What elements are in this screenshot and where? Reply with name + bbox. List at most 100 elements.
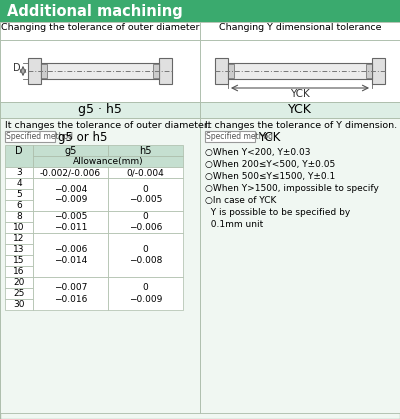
- Bar: [0, 118, 200, 413]
- Bar: [5, 178, 33, 189]
- Text: Specified method: Specified method: [206, 132, 273, 141]
- Text: ○When 500≤Y≤1500, Y±0.1: ○When 500≤Y≤1500, Y±0.1: [205, 172, 335, 181]
- Text: g5 · h5: g5 · h5: [78, 103, 122, 116]
- Text: 20: 20: [13, 278, 25, 287]
- Bar: [200, 22, 400, 40]
- Bar: [5, 222, 33, 233]
- Bar: [5, 233, 33, 244]
- Bar: [215, 58, 228, 84]
- Text: D: D: [13, 63, 21, 73]
- Bar: [108, 233, 183, 277]
- Bar: [366, 64, 372, 78]
- Text: −0.004: −0.004: [54, 184, 87, 194]
- Text: 25: 25: [13, 289, 25, 298]
- Bar: [5, 145, 33, 167]
- Bar: [5, 189, 33, 200]
- Bar: [108, 178, 183, 211]
- Text: 0: 0: [143, 184, 148, 194]
- Bar: [28, 58, 41, 84]
- Text: 0∕-0.004: 0∕-0.004: [127, 168, 164, 177]
- Bar: [153, 64, 159, 78]
- Text: Specified method: Specified method: [6, 132, 73, 141]
- Text: YCK: YCK: [288, 103, 312, 116]
- Bar: [5, 255, 33, 266]
- Bar: [5, 277, 33, 288]
- Bar: [108, 167, 183, 178]
- Text: −0.005: −0.005: [129, 196, 162, 204]
- Text: −0.007: −0.007: [54, 284, 87, 292]
- Text: −0.014: −0.014: [54, 256, 87, 265]
- Bar: [5, 266, 33, 277]
- Bar: [159, 58, 172, 84]
- Text: YCK: YCK: [258, 131, 280, 144]
- Text: 6: 6: [16, 201, 22, 210]
- Text: 15: 15: [13, 256, 25, 265]
- Text: −0.016: −0.016: [54, 295, 87, 303]
- Text: ○In case of YCK: ○In case of YCK: [205, 196, 276, 205]
- Bar: [33, 156, 183, 167]
- Bar: [108, 211, 183, 233]
- Text: Changing Y dimensional tolerance: Changing Y dimensional tolerance: [219, 23, 381, 32]
- Bar: [0, 40, 200, 102]
- Text: YCK: YCK: [290, 89, 310, 99]
- Bar: [0, 0, 400, 22]
- Bar: [5, 299, 33, 310]
- Text: −0.005: −0.005: [54, 212, 87, 221]
- Bar: [108, 145, 183, 156]
- Bar: [200, 40, 400, 102]
- Text: −0.011: −0.011: [54, 223, 87, 232]
- Text: −0.009: −0.009: [129, 295, 162, 303]
- Bar: [33, 211, 108, 233]
- Text: 16: 16: [13, 267, 25, 276]
- Bar: [228, 63, 372, 79]
- Bar: [200, 102, 400, 118]
- Text: Additional machining: Additional machining: [7, 4, 183, 19]
- Text: 0.1mm unit: 0.1mm unit: [205, 220, 263, 229]
- Bar: [33, 233, 108, 277]
- Text: 0: 0: [143, 245, 148, 254]
- Bar: [41, 64, 47, 78]
- Bar: [5, 288, 33, 299]
- Bar: [0, 102, 200, 118]
- Text: 3: 3: [16, 168, 22, 177]
- Text: −0.009: −0.009: [54, 196, 87, 204]
- Bar: [33, 277, 108, 310]
- Text: It changes the tolerance of outer diameter.: It changes the tolerance of outer diamet…: [5, 121, 210, 130]
- Bar: [33, 167, 108, 178]
- Bar: [5, 200, 33, 211]
- Text: g5: g5: [64, 146, 77, 156]
- Bar: [0, 22, 200, 40]
- Text: Allowance(mm): Allowance(mm): [73, 157, 143, 166]
- Text: -0.002∕-0.006: -0.002∕-0.006: [40, 168, 101, 177]
- Text: −0.006: −0.006: [129, 223, 162, 232]
- Text: ○When Y<200, Y±0.03: ○When Y<200, Y±0.03: [205, 148, 310, 157]
- Text: 0: 0: [143, 212, 148, 221]
- Text: 4: 4: [16, 179, 22, 188]
- Text: h5: h5: [139, 146, 152, 156]
- Text: Y is possible to be specified by: Y is possible to be specified by: [205, 208, 350, 217]
- Text: 13: 13: [13, 245, 25, 254]
- Bar: [5, 167, 33, 178]
- Text: 10: 10: [13, 223, 25, 232]
- Bar: [200, 118, 400, 413]
- Bar: [41, 63, 159, 79]
- Text: 12: 12: [13, 234, 25, 243]
- Text: Changing the tolerance of outer diameter: Changing the tolerance of outer diameter: [1, 23, 199, 32]
- Text: 8: 8: [16, 212, 22, 221]
- Text: 5: 5: [16, 190, 22, 199]
- Bar: [5, 211, 33, 222]
- Bar: [205, 131, 255, 142]
- Bar: [372, 58, 385, 84]
- Bar: [228, 64, 234, 78]
- Bar: [108, 277, 183, 310]
- Text: −0.008: −0.008: [129, 256, 162, 265]
- Text: 30: 30: [13, 300, 25, 309]
- Text: ○When Y>1500, impossible to specify: ○When Y>1500, impossible to specify: [205, 184, 379, 193]
- Text: 0: 0: [143, 284, 148, 292]
- Bar: [33, 178, 108, 211]
- Text: ○When 200≤Y<500, Y±0.05: ○When 200≤Y<500, Y±0.05: [205, 160, 335, 169]
- Bar: [33, 145, 108, 156]
- Text: g5 or h5: g5 or h5: [58, 131, 107, 144]
- Bar: [5, 244, 33, 255]
- Text: It changes the tolerance of Y dimension.: It changes the tolerance of Y dimension.: [205, 121, 397, 130]
